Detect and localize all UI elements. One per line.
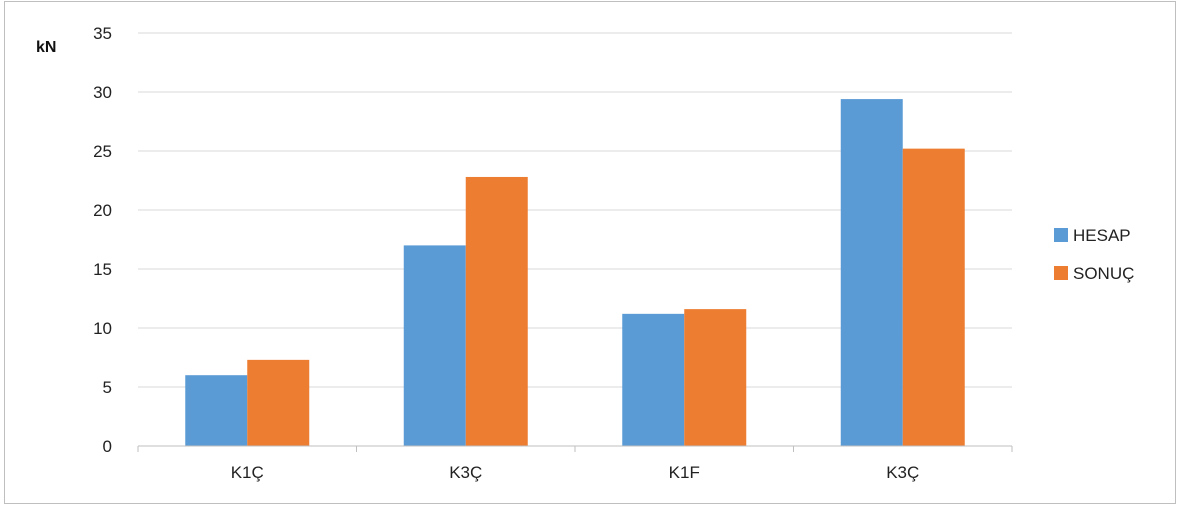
- bar-sonu--1: [247, 359, 310, 446]
- bar-hesap-3: [622, 313, 685, 446]
- bars: [185, 99, 965, 446]
- bar-hesap-4: [840, 99, 903, 446]
- axes: [137, 445, 1013, 452]
- x-tick-label: K3Ç: [886, 463, 919, 482]
- y-tick-label: 10: [93, 319, 112, 338]
- x-tick-label: K3Ç: [449, 463, 482, 482]
- legend-label: HESAP: [1073, 226, 1131, 245]
- bar-hesap-2: [403, 245, 466, 446]
- y-tick-label: 35: [93, 24, 112, 43]
- x-tick-label: K1F: [669, 463, 700, 482]
- y-tick-label: 15: [93, 260, 112, 279]
- y-tick-label: 30: [93, 83, 112, 102]
- y-tick-label: 20: [93, 201, 112, 220]
- legend-swatch: [1054, 228, 1068, 242]
- y-tick-label: 0: [103, 437, 112, 456]
- y-tick-label: 5: [103, 378, 112, 397]
- bar-hesap-1: [185, 375, 248, 446]
- y-tick-label: 25: [93, 142, 112, 161]
- legend: HESAP SONUÇ: [1054, 226, 1134, 283]
- y-tick-labels: 0 5 10 15 20 25 30 35: [93, 24, 112, 456]
- x-tick-label: K1Ç: [231, 463, 264, 482]
- y-axis-label: kN: [36, 39, 56, 56]
- bar-sonu--2: [465, 176, 528, 446]
- legend-swatch: [1054, 266, 1068, 280]
- x-tick-labels: K1Ç K3Ç K1F K3Ç: [231, 463, 920, 482]
- bar-sonu--3: [684, 309, 747, 446]
- bar-sonu--4: [902, 148, 965, 446]
- legend-label: SONUÇ: [1073, 264, 1134, 283]
